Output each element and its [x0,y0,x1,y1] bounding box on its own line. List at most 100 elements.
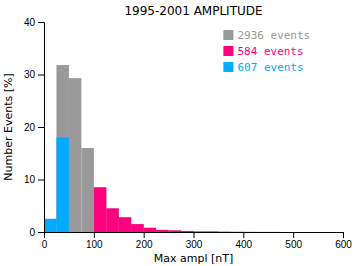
tick-mark [94,232,95,238]
bar [194,231,206,232]
bar [218,232,230,233]
tick: 40 [24,17,44,28]
tick-mark [293,232,294,238]
bar [156,232,168,233]
bar [206,231,218,232]
tick-mark [38,75,44,76]
legend-swatch [223,30,233,40]
tick-label: 0 [29,227,35,238]
tick-mark [38,232,44,233]
tick-label: 40 [24,17,36,28]
bar [231,232,243,233]
bar [119,217,131,232]
legend-label: 584 events [237,45,303,58]
bar [293,232,305,233]
bar [256,231,268,232]
bar [94,187,106,232]
bar [293,232,305,233]
tick: 400 [235,232,252,250]
tick: 300 [186,232,203,250]
bar [131,224,143,232]
bar [318,232,330,233]
bar [281,232,293,233]
bar [206,231,218,232]
y-axis: 010203040 [24,17,45,238]
bar [69,232,81,233]
tick-mark [38,22,44,23]
axis-line [38,23,45,233]
series [94,187,281,232]
bar [94,232,106,233]
bar [306,232,318,233]
bar [169,230,181,232]
tick-label: 100 [86,239,103,250]
tick-label: 200 [136,239,153,250]
bar [44,219,56,232]
tick-label: 400 [235,239,252,250]
bars [44,65,281,232]
x-axis: 0 100 200 300 400 500 600 [42,232,353,250]
bar [206,232,218,233]
bar [131,224,143,232]
bar [144,228,156,232]
legend-label: 607 events [237,61,303,74]
bar [144,228,156,232]
bar [243,232,255,233]
legend-label: 2936 events [237,29,310,42]
y-axis-title: Number Events [%] [2,73,15,180]
tick-mark [38,180,44,181]
tick: 600 [335,232,352,250]
bar [144,232,156,233]
tick-label: 10 [24,174,36,185]
tick: 0 [42,232,48,250]
bar [331,232,343,233]
tick: 100 [86,232,103,250]
bar [218,231,230,232]
bar [106,208,118,232]
tick-label: 600 [335,239,352,250]
tick-mark [343,232,344,238]
tick-label: 0 [42,239,48,250]
bar [81,148,93,232]
tick-label: 30 [24,69,36,80]
tick-mark [243,232,244,238]
bar [331,232,343,233]
bar [181,231,193,232]
tick-label: 300 [186,239,203,250]
tick: 10 [24,174,44,185]
x-axis-title: Max ampl [nT] [154,252,234,265]
bar [318,232,330,233]
bar [306,232,318,233]
tick-mark [144,232,145,238]
bar [181,231,193,232]
series [44,65,281,232]
bar [293,232,305,233]
bar [243,231,255,232]
bar [69,232,81,233]
bar [318,232,330,233]
tick-label: 500 [285,239,302,250]
bar [94,187,106,232]
title: 1995-2001 AMPLITUDE [124,4,262,18]
bar [331,232,343,233]
tick-mark [194,232,195,238]
bar [281,232,293,233]
bar [56,65,68,232]
bar [194,232,206,233]
bar [169,230,181,232]
bar [256,232,268,233]
bar [231,231,243,232]
bar [306,232,318,233]
axis-line [45,233,344,239]
bar [243,231,255,232]
legend: 2936 events 584 events 607 events [223,29,310,74]
bar [156,230,168,232]
bar [81,232,93,233]
bar [69,78,81,232]
tick: 500 [285,232,302,250]
bar [131,232,143,233]
bar [81,232,93,233]
bar [119,232,131,233]
bar [106,232,118,233]
bar [156,230,168,232]
